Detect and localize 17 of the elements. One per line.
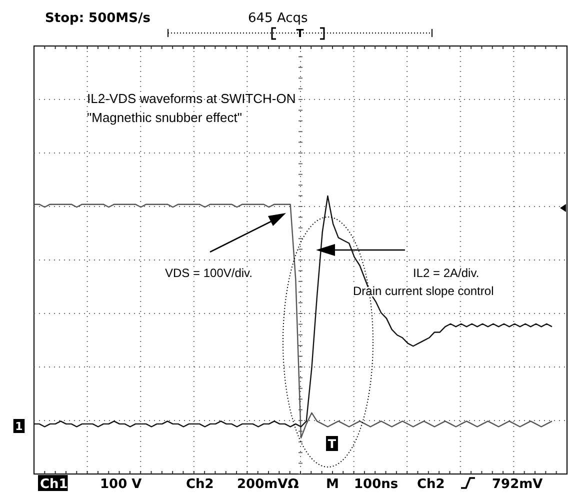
text: T	[296, 27, 304, 40]
text: 200mVΩ	[237, 477, 299, 492]
text: 100ns	[354, 477, 398, 492]
text: M	[326, 477, 339, 492]
annotation: T	[328, 437, 337, 451]
text: 792mV	[492, 477, 543, 492]
text: Stop: 500MS/s	[45, 11, 151, 26]
annotation: VDS = 100V/div.	[165, 266, 252, 280]
chart-subtitle: "Magnethic snubber effect"	[87, 110, 242, 125]
chart-title: IL2-VDS waveforms at SWITCH-ON	[87, 91, 296, 106]
annotation: IL2 = 2A/div.	[413, 266, 480, 280]
text: 100 V	[100, 477, 142, 492]
text: 645 Acqs	[248, 11, 308, 26]
text: Ch1	[40, 477, 68, 492]
text: 1	[15, 420, 23, 433]
text: Ch2	[186, 477, 214, 492]
text: Ch2	[417, 477, 445, 492]
